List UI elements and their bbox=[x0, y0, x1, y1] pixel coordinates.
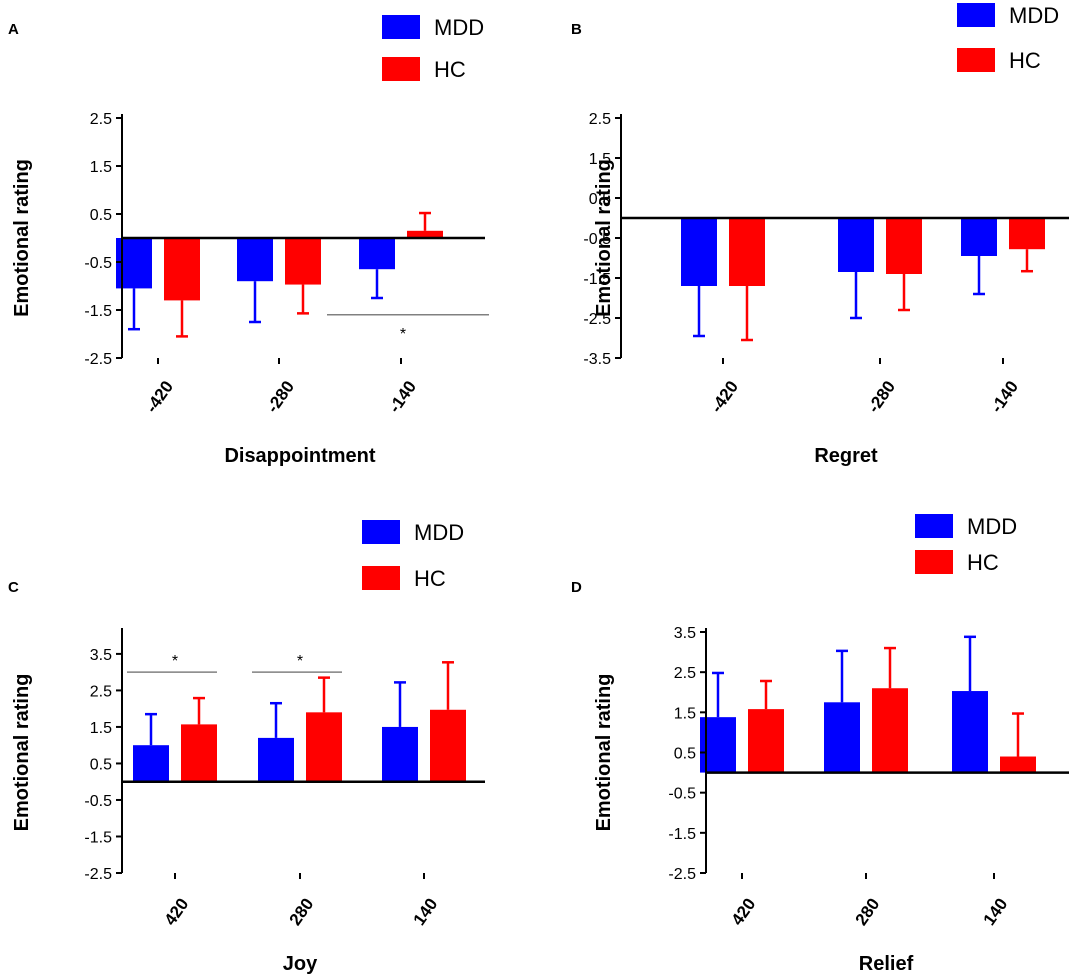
legend-label-mdd: MDD bbox=[967, 514, 1017, 539]
legend-swatch-mdd bbox=[915, 514, 953, 538]
legend-swatch-mdd bbox=[382, 15, 420, 39]
y-tick-label: -0.5 bbox=[84, 793, 112, 810]
x-tick-label: 420 bbox=[161, 895, 193, 929]
legend-label-hc: HC bbox=[434, 57, 466, 82]
bar-hc--280 bbox=[285, 238, 321, 285]
bar-mdd-140 bbox=[952, 691, 988, 773]
bar-hc--140 bbox=[407, 230, 443, 238]
y-tick-label: 1.5 bbox=[90, 159, 112, 176]
bar-hc-140 bbox=[1000, 756, 1036, 773]
significance-star: * bbox=[172, 653, 178, 670]
y-tick-label: 1.5 bbox=[589, 151, 611, 168]
legend-swatch-hc bbox=[915, 550, 953, 574]
bar-hc--140 bbox=[1009, 218, 1045, 250]
y-tick-label: 2.5 bbox=[589, 111, 611, 128]
y-tick-label: -2.5 bbox=[668, 866, 696, 883]
bar-mdd--280 bbox=[237, 238, 273, 282]
y-tick-label: 0.5 bbox=[90, 207, 112, 224]
x-tick-label: 140 bbox=[980, 895, 1012, 929]
y-axis-label: Emotional rating bbox=[593, 674, 615, 832]
bar-mdd-420 bbox=[133, 745, 169, 782]
x-tick-label: -420 bbox=[142, 377, 177, 416]
y-tick-label: 2.5 bbox=[90, 683, 112, 700]
y-tick-label: -1.5 bbox=[84, 303, 112, 320]
x-tick-label: 140 bbox=[410, 895, 442, 929]
y-tick-label: -2.5 bbox=[84, 351, 112, 368]
panel-C: C 3.5 2.5 1.5 0.5 -0.5 -1.5 -2.5 420 280 140 * * Emot… bbox=[8, 520, 485, 975]
x-tick-label: 280 bbox=[852, 895, 884, 929]
legend-swatch-hc bbox=[362, 566, 400, 590]
legend-label-mdd: MDD bbox=[434, 15, 484, 40]
legend-swatch-hc bbox=[382, 57, 420, 81]
x-tick-label: 280 bbox=[286, 895, 318, 929]
chart-title: Disappointment bbox=[224, 445, 375, 467]
bar-mdd-280 bbox=[258, 737, 294, 782]
panel-letter: A bbox=[8, 21, 19, 38]
y-tick-label: -3.5 bbox=[583, 351, 611, 368]
bar-hc-420 bbox=[748, 709, 784, 773]
y-tick-label: -2.5 bbox=[84, 866, 112, 883]
legend-label-hc: HC bbox=[414, 566, 446, 591]
x-tick-label: -420 bbox=[707, 377, 742, 416]
bar-hc-420 bbox=[181, 724, 217, 782]
y-tick-label: 0.5 bbox=[589, 191, 611, 208]
chart-title: Joy bbox=[283, 953, 318, 975]
bar-mdd--140 bbox=[961, 218, 997, 256]
x-tick-label: -140 bbox=[385, 377, 420, 416]
y-tick-label: 3.5 bbox=[674, 625, 696, 642]
y-tick-label: -2.5 bbox=[583, 311, 611, 328]
x-tick-label: -280 bbox=[864, 377, 899, 416]
y-tick-label: -0.5 bbox=[84, 255, 112, 272]
legend-label-hc: HC bbox=[967, 550, 999, 575]
panel-A: A 2.5 1.5 0.5 -0.5 -1.5 -2.5 -420 -280 -140 * Emoti… bbox=[8, 15, 489, 467]
panel-D: D 3.5 2.5 1.5 0.5 -0.5 -1.5 -2.5 420 280 140 Emotio… bbox=[571, 514, 1069, 975]
y-axis-label: Emotional rating bbox=[11, 159, 33, 317]
legend-swatch-mdd bbox=[957, 3, 995, 27]
y-tick-label: 2.5 bbox=[674, 665, 696, 682]
y-tick-label: 0.5 bbox=[674, 746, 696, 763]
panel-B: B 2.5 1.5 0.5 -0.5 -1.5 -2.5 -3.5 -420 -280 -140 Em… bbox=[571, 3, 1069, 467]
y-tick-label: -1.5 bbox=[583, 271, 611, 288]
y-tick-label: -0.5 bbox=[668, 786, 696, 803]
panel-letter: D bbox=[571, 579, 582, 596]
bar-mdd-280 bbox=[824, 702, 860, 773]
y-tick-label: 0.5 bbox=[90, 756, 112, 773]
y-tick-label: 1.5 bbox=[90, 720, 112, 737]
y-tick-label: 2.5 bbox=[90, 111, 112, 128]
x-tick-label: -280 bbox=[263, 377, 298, 416]
chart-title: Relief bbox=[859, 953, 914, 975]
bar-mdd-140 bbox=[382, 726, 418, 782]
y-axis-label: Emotional rating bbox=[593, 159, 615, 317]
y-axis-label: Emotional rating bbox=[11, 674, 33, 832]
legend-swatch-mdd bbox=[362, 520, 400, 544]
bar-hc-280 bbox=[872, 688, 908, 773]
bar-mdd--420 bbox=[681, 218, 717, 286]
x-tick-label: -140 bbox=[987, 377, 1022, 416]
bar-mdd--140 bbox=[359, 238, 395, 270]
y-tick-label: -0.5 bbox=[583, 231, 611, 248]
bar-hc--420 bbox=[164, 238, 200, 301]
bar-hc-140 bbox=[430, 709, 466, 782]
bar-hc--280 bbox=[886, 218, 922, 274]
bar-mdd--280 bbox=[838, 218, 874, 272]
chart-title: Regret bbox=[814, 445, 878, 467]
significance-star: * bbox=[400, 326, 406, 343]
x-tick-label: 420 bbox=[728, 895, 760, 929]
legend-label-hc: HC bbox=[1009, 48, 1041, 73]
significance-star: * bbox=[297, 653, 303, 670]
y-tick-label: 1.5 bbox=[674, 705, 696, 722]
y-tick-label: -1.5 bbox=[84, 829, 112, 846]
legend-label-mdd: MDD bbox=[414, 520, 464, 545]
legend-swatch-hc bbox=[957, 48, 995, 72]
legend-label-mdd: MDD bbox=[1009, 3, 1059, 28]
bar-hc--420 bbox=[729, 218, 765, 286]
y-tick-label: -1.5 bbox=[668, 826, 696, 843]
y-tick-label: 3.5 bbox=[90, 647, 112, 664]
panel-letter: B bbox=[571, 21, 582, 38]
bar-hc-280 bbox=[306, 712, 342, 782]
panel-letter: C bbox=[8, 579, 19, 596]
